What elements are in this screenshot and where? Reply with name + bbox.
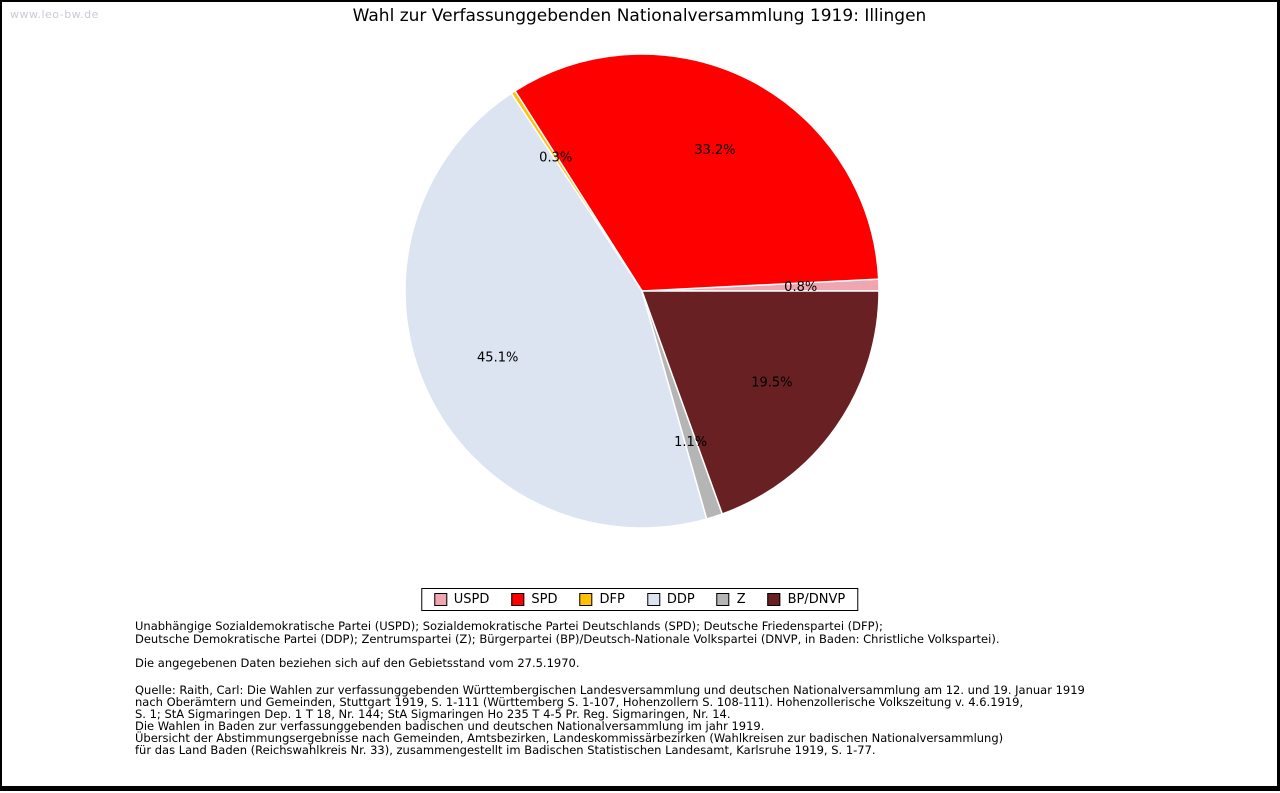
footnote-parties: Unabhängige Sozialdemokratische Partei (… [135, 620, 1085, 646]
legend-label: BP/DNVP [788, 592, 846, 607]
footnote-line: Die angegebenen Daten beziehen sich auf … [135, 657, 1085, 670]
legend-item-z: Z [717, 592, 746, 607]
footnote-line: für das Land Baden (Reichswahlkreis Nr. … [135, 744, 1085, 756]
legend-swatch [647, 593, 660, 606]
footnote-note: Die angegebenen Daten beziehen sich auf … [135, 657, 1085, 670]
footnote-line: Deutsche Demokratische Partei (DDP); Zen… [135, 633, 1085, 646]
legend-label: DDP [667, 592, 695, 607]
footnote-source: Quelle: Raith, Carl: Die Wahlen zur verf… [135, 684, 1085, 756]
pie-slice-label: 33.2% [694, 143, 735, 158]
legend-label: DFP [600, 592, 625, 607]
pie-slice-label: 0.3% [539, 151, 572, 166]
pie-slice-label: 19.5% [751, 375, 792, 390]
pie-slice-label: 0.8% [784, 280, 817, 295]
legend-item-uspd: USPD [434, 592, 490, 607]
legend-label: Z [737, 592, 746, 607]
legend-swatch [580, 593, 593, 606]
legend-swatch [717, 593, 730, 606]
legend: USPD SPD DFP DDP Z BP/DNVP [421, 588, 858, 611]
legend-swatch [434, 593, 447, 606]
legend-item-bp-dnvp: BP/DNVP [768, 592, 846, 607]
footnotes: Unabhängige Sozialdemokratische Partei (… [135, 620, 1085, 767]
legend-item-ddp: DDP [647, 592, 695, 607]
pie-slice-label: 1.1% [674, 435, 707, 450]
legend-swatch [511, 593, 524, 606]
legend-swatch [768, 593, 781, 606]
legend-item-dfp: DFP [580, 592, 625, 607]
legend-label: SPD [531, 592, 557, 607]
pie-slice-label: 45.1% [477, 350, 518, 365]
legend-label: USPD [454, 592, 490, 607]
legend-item-spd: SPD [511, 592, 557, 607]
